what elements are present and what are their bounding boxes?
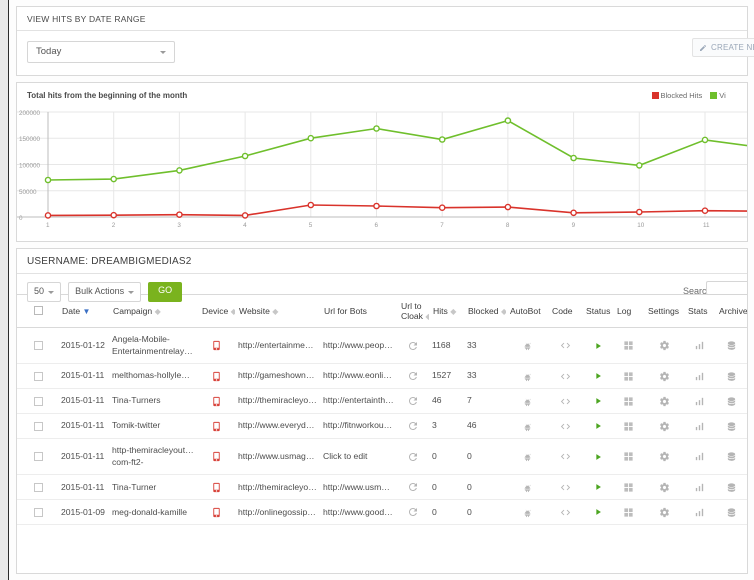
svg-text:6: 6: [375, 222, 379, 229]
svg-text:100000: 100000: [19, 163, 41, 170]
svg-text:0: 0: [19, 215, 23, 222]
svg-text:3: 3: [177, 222, 181, 229]
svg-text:4: 4: [243, 222, 247, 229]
svg-text:2: 2: [112, 222, 116, 229]
svg-text:11: 11: [703, 222, 710, 229]
svg-text:10: 10: [637, 222, 645, 229]
svg-text:200000: 200000: [19, 110, 41, 117]
svg-text:7: 7: [440, 222, 444, 229]
svg-text:5: 5: [309, 222, 313, 229]
svg-text:150000: 150000: [19, 136, 41, 143]
svg-text:50000: 50000: [19, 189, 37, 196]
svg-text:8: 8: [506, 222, 510, 229]
svg-text:1: 1: [46, 222, 50, 229]
svg-text:9: 9: [572, 222, 576, 229]
